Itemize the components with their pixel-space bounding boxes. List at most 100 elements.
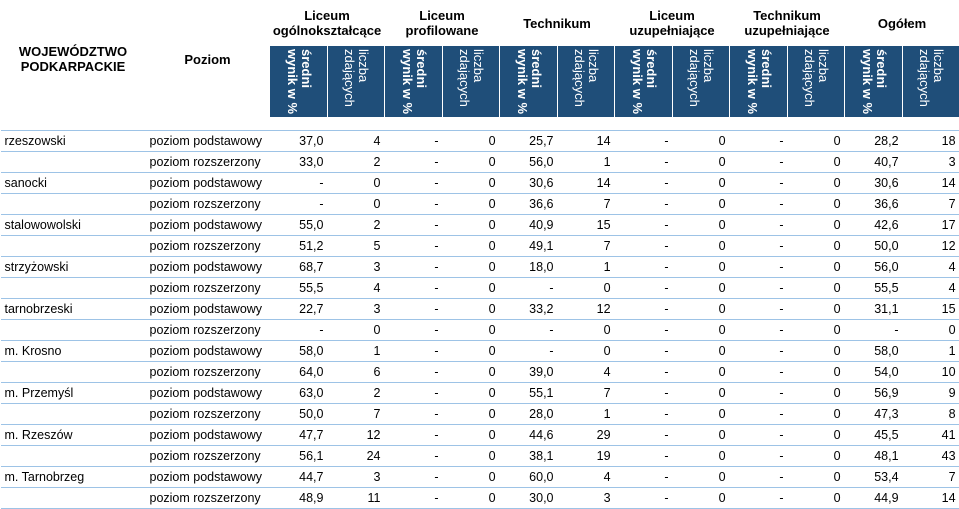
avg-cell: - (615, 194, 673, 215)
avg-cell: - (270, 194, 328, 215)
count-cell: 7 (903, 467, 959, 488)
level-cell: poziom podstawowy (146, 425, 270, 446)
count-cell: 12 (903, 236, 959, 257)
count-cell: 0 (673, 362, 730, 383)
avg-cell: 22,7 (270, 299, 328, 320)
count-cell: 8 (903, 404, 959, 425)
count-cell: 1 (558, 257, 615, 278)
count-cell: 0 (673, 131, 730, 152)
count-cell: 9 (903, 383, 959, 404)
count-cell: 0 (673, 341, 730, 362)
count-cell: 1 (558, 404, 615, 425)
avg-cell: - (615, 404, 673, 425)
avg-cell: 42,6 (845, 215, 903, 236)
avg-cell: - (730, 488, 788, 509)
avg-cell: 36,6 (500, 194, 558, 215)
avg-cell: - (385, 257, 443, 278)
count-cell: 0 (328, 320, 385, 341)
count-cell: 14 (903, 488, 959, 509)
count-cell: 0 (673, 278, 730, 299)
count-cell: 4 (328, 278, 385, 299)
avg-cell: - (845, 320, 903, 341)
level-cell: poziom rozszerzony (146, 404, 270, 425)
count-cell: 0 (673, 467, 730, 488)
count-cell: 0 (443, 362, 500, 383)
avg-cell: 55,5 (270, 278, 328, 299)
avg-cell: 50,0 (845, 236, 903, 257)
avg-cell: - (615, 446, 673, 467)
avg-cell: - (730, 215, 788, 236)
count-cell: 0 (328, 194, 385, 215)
avg-cell: - (615, 236, 673, 257)
avg-cell: - (385, 488, 443, 509)
region-cell: stalowowolski (1, 215, 146, 236)
avg-cell: - (730, 425, 788, 446)
count-cell: 4 (903, 257, 959, 278)
count-cell: 0 (443, 194, 500, 215)
avg-cell: - (385, 278, 443, 299)
avg-cell: - (730, 320, 788, 341)
region-cell (1, 152, 146, 173)
region-cell (1, 236, 146, 257)
count-cell: 0 (673, 383, 730, 404)
avg-header: średni wynik w % (270, 46, 328, 118)
avg-cell: - (385, 194, 443, 215)
avg-cell: - (730, 383, 788, 404)
count-header: liczba zdających (558, 46, 615, 118)
avg-cell: 31,1 (845, 299, 903, 320)
count-cell: 14 (558, 131, 615, 152)
count-cell: 0 (558, 278, 615, 299)
avg-header: średni wynik w % (730, 46, 788, 118)
avg-cell: 28,0 (500, 404, 558, 425)
avg-cell: 63,0 (270, 383, 328, 404)
count-cell: 3 (328, 299, 385, 320)
avg-cell: 44,7 (270, 467, 328, 488)
level-cell: poziom podstawowy (146, 299, 270, 320)
avg-cell: - (615, 488, 673, 509)
count-cell: 0 (788, 488, 845, 509)
avg-cell: - (385, 215, 443, 236)
count-cell: 0 (673, 257, 730, 278)
region-cell: strzyżowski (1, 257, 146, 278)
level-cell: poziom rozszerzony (146, 446, 270, 467)
avg-cell: 33,0 (270, 152, 328, 173)
avg-cell: - (500, 278, 558, 299)
count-cell: 7 (558, 194, 615, 215)
avg-cell: 56,0 (500, 152, 558, 173)
avg-cell: 25,7 (500, 131, 558, 152)
avg-cell: - (385, 362, 443, 383)
count-cell: 0 (788, 446, 845, 467)
region-cell: tarnobrzeski (1, 299, 146, 320)
count-cell: 0 (673, 425, 730, 446)
level-cell: poziom podstawowy (146, 215, 270, 236)
count-cell: 3 (328, 467, 385, 488)
avg-cell: 33,2 (500, 299, 558, 320)
avg-cell: - (730, 173, 788, 194)
avg-cell: - (385, 152, 443, 173)
count-cell: 17 (903, 215, 959, 236)
avg-cell: - (385, 320, 443, 341)
avg-cell: - (730, 152, 788, 173)
level-cell: poziom rozszerzony (146, 278, 270, 299)
count-cell: 0 (443, 257, 500, 278)
avg-header: średni wynik w % (845, 46, 903, 118)
avg-cell: - (730, 131, 788, 152)
count-cell: 43 (903, 446, 959, 467)
count-cell: 0 (443, 278, 500, 299)
count-cell: 0 (443, 152, 500, 173)
avg-cell: 18,0 (500, 257, 558, 278)
count-cell: 4 (558, 467, 615, 488)
count-cell: 0 (673, 173, 730, 194)
count-cell: 7 (903, 194, 959, 215)
